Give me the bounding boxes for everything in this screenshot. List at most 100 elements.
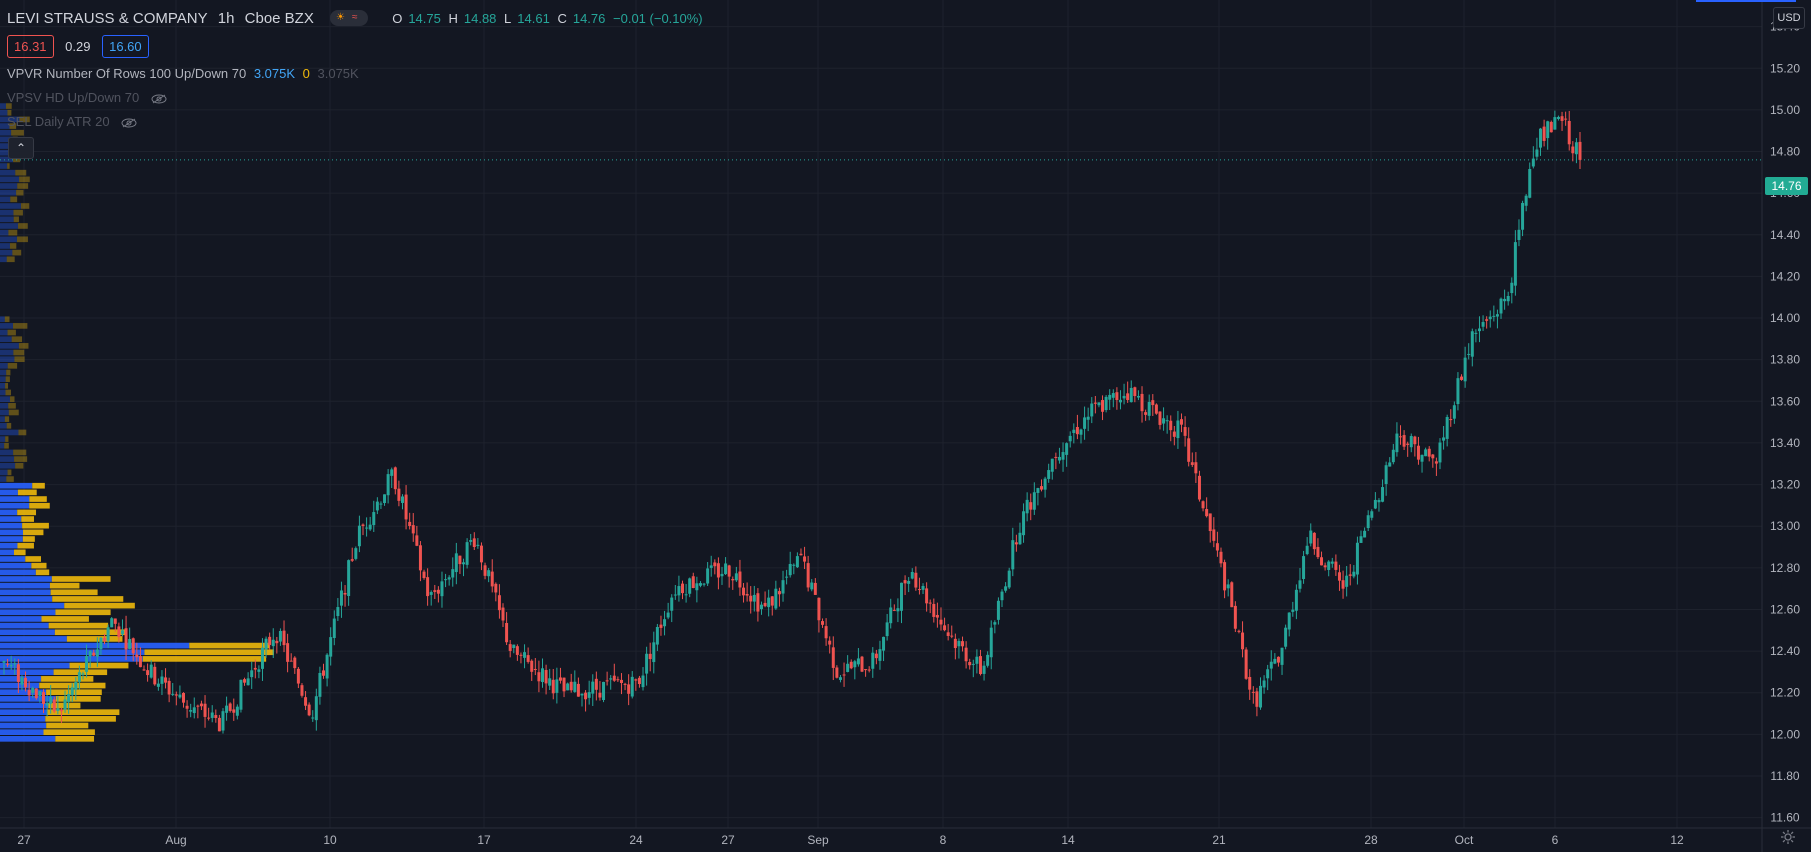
candle-body (878, 649, 882, 661)
candle-body (174, 694, 178, 696)
volume-profile-up-bar (0, 589, 51, 596)
candle-body (196, 705, 200, 707)
candle-body (1054, 456, 1058, 458)
bid-button[interactable]: 16.31 (7, 35, 54, 58)
candle-body (770, 596, 774, 606)
candle-body (1194, 462, 1198, 474)
candle-body (1556, 116, 1560, 119)
hidden-eye-icon[interactable] (151, 94, 167, 104)
candle-body (727, 565, 731, 577)
collapse-legend-button[interactable]: ⌃ (8, 137, 34, 159)
volume-profile-down-bar (23, 529, 44, 536)
candle-body (1431, 454, 1435, 459)
candle-body (52, 699, 56, 712)
candle-body (1273, 658, 1277, 664)
volume-profile-up-bar (0, 243, 10, 249)
volume-profile-up-bar (0, 356, 15, 363)
candle-body (1180, 419, 1184, 425)
candle-body (31, 687, 35, 693)
time-tick-label: 17 (477, 833, 491, 847)
candle-body (1316, 546, 1320, 558)
time-tick-label: 6 (1552, 833, 1559, 847)
gear-icon[interactable] (1780, 829, 1796, 845)
candle-body (1355, 542, 1359, 575)
candle-body (742, 587, 746, 596)
candle-body (882, 636, 886, 651)
volume-profile-down-bar (6, 256, 15, 263)
candle-body (192, 707, 196, 714)
candle-body (1553, 117, 1557, 130)
candle-body (702, 583, 706, 585)
candle-body (479, 545, 483, 563)
volume-profile-down-bar (22, 522, 49, 529)
volume-profile-up-bar (0, 609, 56, 616)
candle-body (1205, 509, 1209, 517)
candle-body (1266, 669, 1270, 679)
ask-button[interactable]: 16.60 (102, 35, 149, 58)
candle-body (1172, 431, 1176, 437)
candle-body (379, 503, 383, 505)
candle-body (156, 683, 160, 687)
candle-body (1409, 436, 1413, 448)
candle-body (368, 524, 372, 530)
candle-body (462, 562, 466, 565)
candle-body (1097, 402, 1101, 406)
candle-body (1298, 580, 1302, 589)
interval-label[interactable]: 1h (217, 10, 235, 27)
vpsv-legend[interactable]: VPSV HD Up/Down 70 (7, 90, 167, 105)
hidden-eye-icon[interactable] (121, 118, 137, 128)
volume-profile-down-bar (4, 316, 10, 323)
atr-legend[interactable]: SEL Daily ATR 20 (7, 114, 137, 129)
vpvr-total-value: 3.075K (317, 66, 359, 81)
volume-profile-up-bar (0, 143, 16, 149)
candle-body (1079, 429, 1083, 435)
candle-body (253, 667, 257, 670)
price-tick-label: 13.80 (1770, 353, 1800, 367)
candle-body (27, 690, 31, 696)
volume-profile-down-bar (7, 109, 12, 116)
volume-profile-up-bar (0, 496, 30, 502)
volume-profile-down-bar (29, 502, 50, 509)
market-status-icons[interactable]: ☀ ≈ (330, 10, 369, 27)
candle-body (731, 579, 735, 581)
candle-body (1467, 353, 1471, 355)
candle-body (289, 660, 293, 662)
candle-body (1129, 387, 1133, 403)
candle-body (1262, 680, 1266, 688)
candle-body (691, 576, 695, 589)
volume-profile-up-bar (0, 716, 46, 722)
volume-profile-up-bar (0, 149, 12, 156)
volume-profile-up-bar (0, 323, 14, 329)
candle-body (1481, 322, 1485, 327)
candle-body (293, 657, 297, 669)
candle-body (1086, 416, 1090, 420)
currency-button[interactable]: USD (1773, 7, 1805, 29)
candle-body (128, 638, 132, 649)
volume-profile-down-bar (14, 356, 25, 363)
volume-profile-down-bar (8, 229, 18, 236)
volume-profile-down-bar (10, 196, 18, 203)
volume-profile-up-bar (0, 363, 8, 369)
candle-body (383, 494, 387, 504)
candle-body (1011, 540, 1015, 570)
volume-profile-up-bar (0, 256, 7, 263)
symbol-name[interactable]: LEVI STRAUSS & COMPANY (7, 10, 208, 27)
candle-body (763, 602, 767, 607)
candle-body (1208, 513, 1212, 532)
volume-profile-up-bar (0, 602, 65, 609)
candle-body (939, 619, 943, 625)
volume-profile-up-bar (0, 216, 14, 223)
candle-body (1517, 229, 1521, 240)
candle-body (573, 681, 577, 692)
volume-profile-up-bar (0, 509, 18, 516)
candle-body (494, 583, 498, 593)
candle-body (67, 694, 71, 702)
volume-profile-up-bar (0, 329, 8, 336)
candle-body (1223, 562, 1227, 591)
volume-profile-down-bar (8, 409, 19, 416)
candle-body (1341, 580, 1345, 589)
volume-profile-up-bar (0, 562, 32, 569)
candle-body (1524, 195, 1528, 206)
vpvr-legend[interactable]: VPVR Number Of Rows 100 Up/Down 70 3.075… (7, 66, 359, 81)
